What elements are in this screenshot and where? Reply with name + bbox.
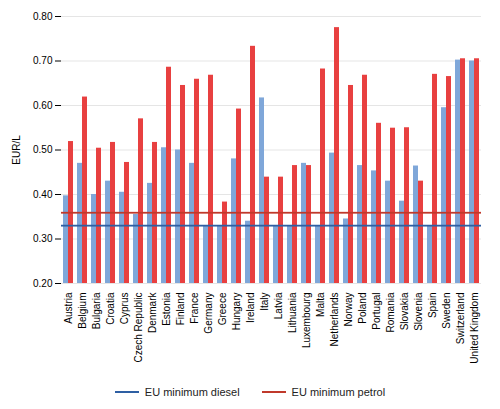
svg-text:Czech Republic: Czech Republic (133, 293, 144, 363)
svg-text:United Kingdom: United Kingdom (469, 293, 480, 364)
svg-text:0.30: 0.30 (33, 233, 53, 244)
svg-text:Ireland: Ireland (245, 293, 256, 324)
svg-text:Luxembourg: Luxembourg (301, 293, 312, 349)
svg-text:Estonia: Estonia (161, 292, 172, 326)
svg-text:0.20: 0.20 (33, 278, 53, 289)
svg-text:Sweden: Sweden (441, 293, 452, 329)
svg-text:Denmark: Denmark (147, 292, 158, 334)
svg-text:Finland: Finland (175, 293, 186, 326)
svg-text:Poland: Poland (357, 293, 368, 324)
svg-text:Belgium: Belgium (77, 293, 88, 329)
svg-text:Latvia: Latvia (273, 292, 284, 319)
html-text:EU minimum petrol: EU minimum petrol (291, 386, 386, 398)
svg-text:Lithuania: Lithuania (287, 292, 298, 333)
svg-text:Italy: Italy (259, 293, 270, 311)
svg-text:France: France (189, 292, 200, 324)
svg-text:Romania: Romania (385, 292, 396, 332)
svg-text:Croatia: Croatia (105, 292, 116, 325)
svg-text:Norway: Norway (343, 293, 354, 327)
svg-text:Cyprus: Cyprus (119, 293, 130, 325)
svg-text:Spain: Spain (427, 293, 438, 319)
svg-text:Greece: Greece (217, 292, 228, 325)
svg-text:Malta: Malta (315, 292, 326, 317)
svg-text:0.80: 0.80 (33, 11, 53, 22)
svg-text:Switzerland: Switzerland (455, 293, 466, 345)
svg-text:0.60: 0.60 (33, 100, 53, 111)
svg-text:Netherlands: Netherlands (329, 293, 340, 347)
svg-text:Bulgaria: Bulgaria (91, 292, 102, 329)
html-text:EU minimum diesel: EU minimum diesel (144, 386, 240, 398)
svg-text:Austria: Austria (63, 292, 74, 324)
svg-text:EUR/L: EUR/L (11, 135, 22, 165)
svg-text:Hungary: Hungary (231, 293, 242, 331)
svg-text:Germany: Germany (203, 293, 214, 334)
svg-text:0.70: 0.70 (33, 55, 53, 66)
svg-text:Slovakia: Slovakia (399, 292, 410, 330)
svg-text:Portugal: Portugal (371, 293, 382, 330)
svg-text:Slovenia: Slovenia (413, 292, 424, 331)
svg-text:0.50: 0.50 (33, 144, 53, 155)
svg-text:0.40: 0.40 (33, 189, 53, 200)
